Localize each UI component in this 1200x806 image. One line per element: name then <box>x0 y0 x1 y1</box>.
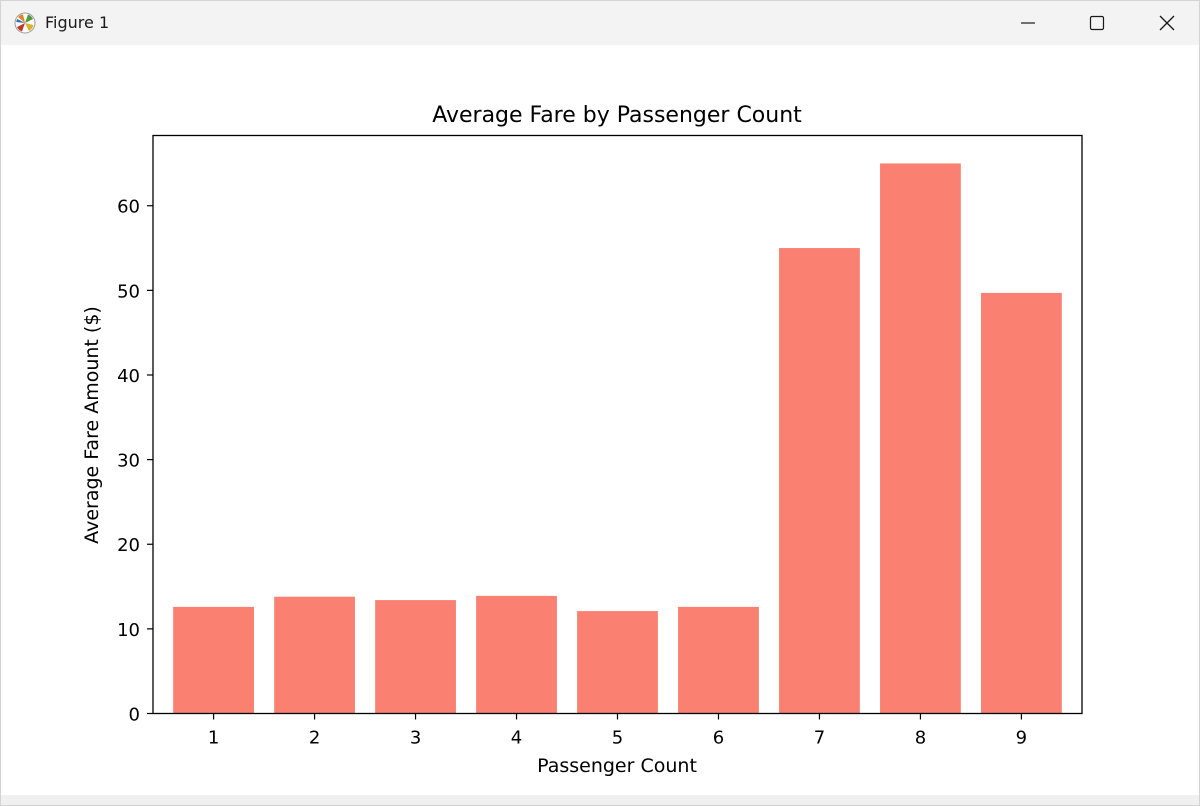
bar-7 <box>779 248 860 714</box>
bar-6 <box>678 606 759 714</box>
y-tick-label-60: 60 <box>117 197 140 218</box>
maximize-icon <box>1089 15 1105 31</box>
status-bar <box>1 795 1199 805</box>
x-axis-label: Passenger Count <box>537 755 697 777</box>
y-tick-label-40: 40 <box>117 366 140 387</box>
close-icon <box>1159 15 1175 31</box>
y-tick-label-50: 50 <box>117 281 140 302</box>
bar-9 <box>981 292 1062 714</box>
x-tick-label-8: 8 <box>915 728 926 749</box>
bars-group <box>173 163 1062 714</box>
bar-5 <box>577 611 658 714</box>
bar-8 <box>880 163 961 714</box>
window-title: Figure 1 <box>45 13 110 32</box>
title-bar: Figure 1 <box>1 1 1199 45</box>
bar-chart: Average Fare by Passenger Count Passenge… <box>81 103 1083 777</box>
plot-frame <box>152 134 1083 715</box>
bar-4 <box>476 595 557 714</box>
x-tick-label-5: 5 <box>612 728 623 749</box>
y-tick-label-30: 30 <box>117 451 140 472</box>
y-tick-label-10: 10 <box>117 620 140 641</box>
x-tick-label-1: 1 <box>208 728 219 749</box>
x-tick-label-4: 4 <box>511 728 522 749</box>
y-tick-label-20: 20 <box>117 535 140 556</box>
matplotlib-icon <box>14 12 36 34</box>
x-tick-label-6: 6 <box>713 728 724 749</box>
y-tick-label-0: 0 <box>129 705 140 726</box>
close-button[interactable] <box>1144 1 1190 45</box>
x-ticks-group: 1 2 3 4 5 6 7 8 9 <box>208 713 1027 749</box>
x-tick-label-3: 3 <box>410 728 421 749</box>
chart-title: Average Fare by Passenger Count <box>432 103 802 128</box>
x-tick-label-9: 9 <box>1016 728 1027 749</box>
bar-1 <box>173 606 254 714</box>
minimize-button[interactable] <box>1005 1 1051 45</box>
y-ticks-group: 0 10 20 30 40 50 60 <box>117 197 153 726</box>
maximize-button[interactable] <box>1074 1 1120 45</box>
bar-3 <box>375 600 456 714</box>
x-tick-label-2: 2 <box>309 728 320 749</box>
figure-canvas: Average Fare by Passenger Count Passenge… <box>1 45 1199 795</box>
minimize-icon <box>1021 22 1035 24</box>
y-axis-label: Average Fare Amount ($) <box>81 306 103 544</box>
bar-2 <box>274 596 355 714</box>
x-tick-label-7: 7 <box>814 728 825 749</box>
